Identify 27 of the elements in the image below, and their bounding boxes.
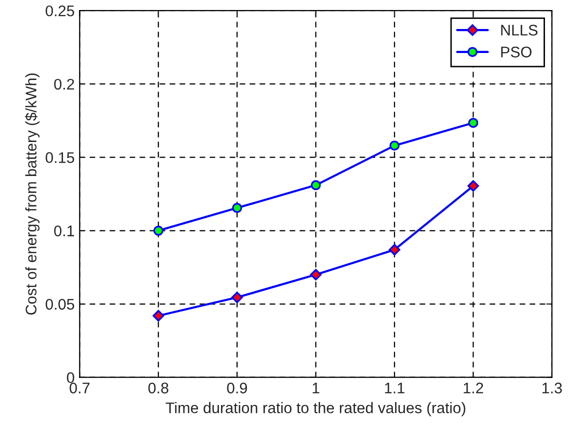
x-tick-label: 1.3 <box>542 382 562 394</box>
point <box>153 226 164 236</box>
point <box>388 244 400 256</box>
point <box>467 180 479 192</box>
legend-label: NLLS <box>501 24 538 36</box>
y-tick-label: 0.2 <box>54 78 74 90</box>
point <box>310 268 322 280</box>
x-axis-title: Time duration ratio to the rated values (ratio) <box>166 402 466 416</box>
y-tick-label: 0.1 <box>54 226 74 236</box>
x-tick-label: 0.9 <box>227 382 247 394</box>
point <box>310 180 321 190</box>
legend-label: PSO <box>501 46 532 58</box>
x-tick-label: 1.1 <box>385 382 404 394</box>
point <box>231 292 243 304</box>
y-tick-label: 0.25 <box>46 5 74 16</box>
point <box>152 310 164 322</box>
point <box>232 202 242 213</box>
x-tick-label: 1.2 <box>464 382 484 394</box>
y-tick-label: 0.05 <box>46 298 74 310</box>
y-axis-title: Cost of energy from battery ($/kWh) <box>25 74 40 315</box>
x-tick-label: 1 <box>312 382 320 394</box>
y-tick-label: 0 <box>66 372 74 384</box>
x-tick-label: 0.8 <box>148 382 168 394</box>
point <box>390 140 400 151</box>
y-tick-label: 0.15 <box>46 152 74 163</box>
point <box>468 118 478 128</box>
x-tick-label: 0.7 <box>70 382 90 394</box>
